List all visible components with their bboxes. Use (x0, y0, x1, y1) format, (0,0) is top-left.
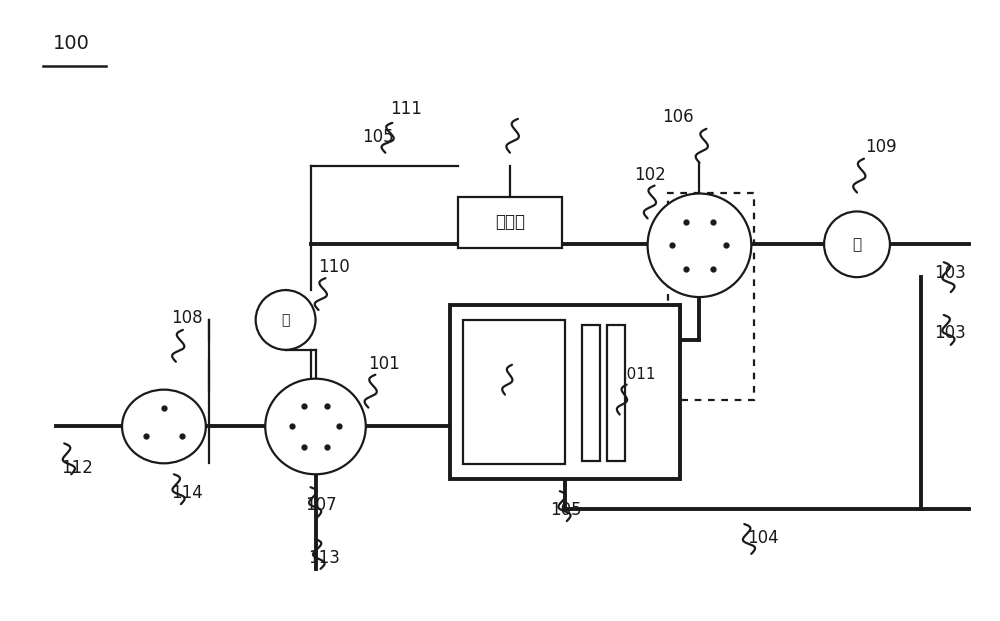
Circle shape (256, 290, 316, 350)
Text: 105: 105 (362, 128, 394, 146)
Ellipse shape (265, 379, 366, 474)
Circle shape (824, 211, 890, 277)
Bar (668, 193, 754, 399)
Text: 100: 100 (53, 34, 90, 53)
Text: 110: 110 (319, 258, 350, 276)
Text: 泵: 泵 (852, 237, 862, 252)
Text: 106: 106 (663, 108, 694, 126)
Text: 101: 101 (368, 355, 400, 373)
Text: 114: 114 (171, 484, 203, 502)
Text: 105: 105 (550, 501, 581, 519)
Text: 112: 112 (61, 460, 93, 478)
Bar (450, 305, 680, 479)
Ellipse shape (122, 389, 206, 463)
Bar (582, 325, 600, 461)
Circle shape (648, 194, 751, 297)
Text: 104: 104 (747, 529, 779, 547)
Bar (463, 320, 565, 465)
Text: 混合器: 混合器 (495, 214, 525, 232)
Text: 1012: 1012 (488, 347, 527, 362)
Text: 1011: 1011 (618, 366, 656, 382)
Text: 103: 103 (934, 264, 966, 282)
Text: 泵: 泵 (281, 313, 290, 327)
Text: 103: 103 (934, 324, 966, 342)
Text: 109: 109 (865, 138, 897, 156)
Bar (458, 196, 562, 248)
Bar (607, 325, 625, 461)
Text: 102: 102 (635, 166, 666, 184)
Text: 111: 111 (390, 100, 422, 118)
Text: 113: 113 (309, 549, 340, 567)
Text: 108: 108 (171, 309, 203, 327)
Text: 107: 107 (306, 496, 337, 514)
